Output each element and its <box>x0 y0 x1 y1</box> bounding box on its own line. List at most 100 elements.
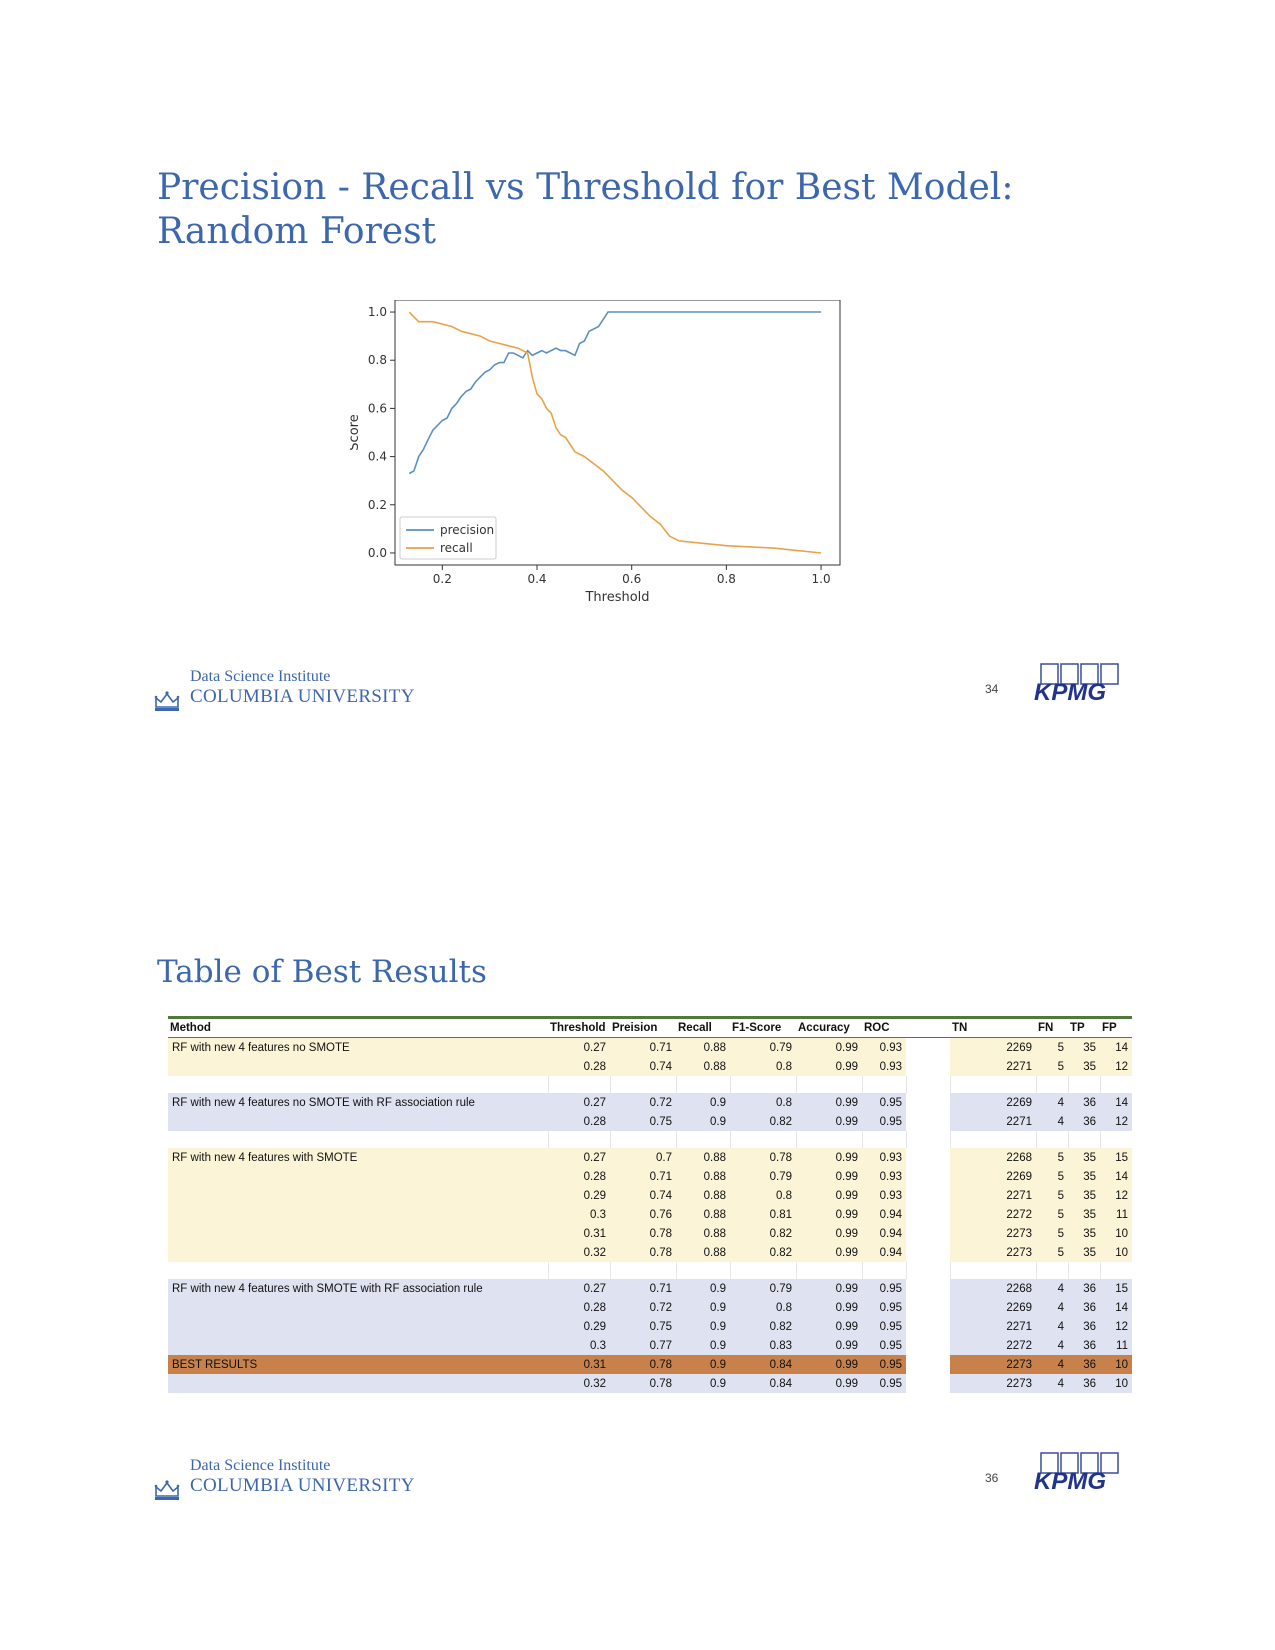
best-results-row: BEST RESULTS 0.31 0.78 0.9 0.84 0.99 0.95 2273 4… <box>168 1355 1132 1374</box>
spacer-cell <box>1035 1131 1068 1148</box>
table-cell <box>168 1224 548 1243</box>
kpmg-logo: KPMG <box>1034 1452 1119 1495</box>
table-cell: 0.27 <box>548 1093 610 1112</box>
spacer-cell <box>609 1262 676 1279</box>
table-cell: 0.78 <box>610 1224 676 1243</box>
table-cell: 0.9 <box>676 1355 730 1374</box>
table-cell <box>168 1336 548 1355</box>
table-cell <box>906 1298 950 1317</box>
table-cell <box>906 1093 950 1112</box>
table-cell: 0.95 <box>862 1112 906 1131</box>
table-cell: 0.99 <box>796 1112 862 1131</box>
table-cell: 12 <box>1100 1186 1132 1205</box>
table-cell <box>168 1317 548 1336</box>
table-cell: 0.83 <box>730 1336 796 1355</box>
table-cell: RF with new 4 features no SMOTE <box>168 1037 548 1057</box>
table-cell: 0.88 <box>676 1167 730 1186</box>
table-cell: 12 <box>1100 1112 1132 1131</box>
table-cell: 0.93 <box>862 1037 906 1057</box>
y-tick-label: 0.8 <box>368 353 387 367</box>
col-header-6: ROC <box>862 1016 906 1038</box>
table-cell: 2269 <box>950 1167 1036 1186</box>
spacer-cell <box>905 1131 950 1148</box>
table-cell: 0.82 <box>730 1224 796 1243</box>
spacer-cell <box>795 1131 862 1148</box>
table-cell: 0.8 <box>730 1093 796 1112</box>
table-cell: 0.27 <box>548 1037 610 1057</box>
table-cell: 0.84 <box>730 1374 796 1393</box>
table-cell: 0.88 <box>676 1224 730 1243</box>
table-cell <box>168 1167 548 1186</box>
series-line-recall <box>408 311 822 554</box>
table-cell: 0.82 <box>730 1317 796 1336</box>
table-cell: 12 <box>1100 1317 1132 1336</box>
col-header-9: FN <box>1036 1016 1068 1038</box>
table-cell: 2273 <box>950 1243 1036 1262</box>
spacer-cell <box>609 1131 676 1148</box>
table-cell: 5 <box>1036 1224 1068 1243</box>
table-cell: 0.71 <box>610 1167 676 1186</box>
table-cell: 4 <box>1036 1355 1068 1374</box>
table-cell: 0.99 <box>796 1374 862 1393</box>
table-cell: 0.78 <box>610 1355 676 1374</box>
table-cell: 0.78 <box>610 1374 676 1393</box>
chart-slide-title: Precision - Recall vs Threshold for Best… <box>157 166 1013 254</box>
table-cell: 0.82 <box>730 1243 796 1262</box>
table-cell: 35 <box>1068 1167 1100 1186</box>
y-tick-label: 0.0 <box>368 546 387 560</box>
y-tick-label: 0.2 <box>368 498 387 512</box>
spacer-cell <box>729 1131 796 1148</box>
table-cell: 0.95 <box>862 1336 906 1355</box>
table-cell: 0.79 <box>730 1037 796 1057</box>
slide-footer-1: Data Science Institute COLUMBIA UNIVERSI… <box>153 663 1123 728</box>
table-cell: 2271 <box>950 1057 1036 1076</box>
table-cell: 0.94 <box>862 1243 906 1262</box>
table-cell <box>168 1205 548 1224</box>
table-header-row: Method Threshold Preision Recall F1-Score Acc… <box>168 1016 1132 1038</box>
table-cell <box>906 1186 950 1205</box>
table-row: 0.31 0.78 0.88 0.82 0.99 0.94 2273 5 35 10 <box>168 1224 1132 1243</box>
table-cell: 0.9 <box>676 1336 730 1355</box>
table-cell: 2268 <box>950 1148 1036 1167</box>
table-cell: 0.3 <box>548 1205 610 1224</box>
table-row: RF with new 4 features with SMOTE with R… <box>168 1279 1132 1298</box>
table-cell: 0.32 <box>548 1243 610 1262</box>
table-cell: 0.99 <box>796 1037 862 1057</box>
table-cell: 2271 <box>950 1186 1036 1205</box>
col-header-1: Threshold <box>548 1016 610 1038</box>
table-cell: 0.72 <box>610 1093 676 1112</box>
table-cell: 5 <box>1036 1037 1068 1057</box>
columbia-crown-icon <box>154 1480 180 1500</box>
columbia-crown-icon <box>154 691 180 711</box>
table-cell: 35 <box>1068 1186 1100 1205</box>
spacer-cell <box>168 1076 548 1093</box>
col-header-4: F1-Score <box>730 1016 796 1038</box>
table-cell: 0.88 <box>676 1205 730 1224</box>
table-cell: 5 <box>1036 1148 1068 1167</box>
table-cell <box>168 1057 548 1076</box>
table-cell: 2273 <box>950 1355 1036 1374</box>
spacer-cell <box>729 1076 796 1093</box>
spacer-cell <box>861 1076 906 1093</box>
table-row: 0.28 0.71 0.88 0.79 0.99 0.93 2269 5 35 14 <box>168 1167 1132 1186</box>
table-cell: 36 <box>1068 1112 1100 1131</box>
table-cell: 0.88 <box>676 1037 730 1057</box>
table-cell <box>168 1374 548 1393</box>
group-spacer <box>168 1076 1132 1093</box>
table-cell: 36 <box>1068 1336 1100 1355</box>
spacer-cell <box>905 1076 950 1093</box>
table-cell: 0.28 <box>548 1112 610 1131</box>
table-cell: 0.9 <box>676 1112 730 1131</box>
precision-recall-svg: 0.2 0.4 0.6 0.8 1.0 0.0 0.2 0.4 0.6 0.8 1.0 Thresho… <box>347 299 841 605</box>
table-cell: 2272 <box>950 1336 1036 1355</box>
table-cell: 0.74 <box>610 1057 676 1076</box>
table-cell: 0.9 <box>676 1279 730 1298</box>
table-cell: 0.9 <box>676 1093 730 1112</box>
y-tick-label: 0.4 <box>368 450 387 464</box>
table-row: 0.28 0.72 0.9 0.8 0.99 0.95 2269 4 36 14 <box>168 1298 1132 1317</box>
university-name: COLUMBIA UNIVERSITY <box>190 1475 415 1496</box>
spacer-cell <box>547 1262 610 1279</box>
title-line-1: Precision - Recall vs Threshold for Best… <box>157 167 1014 208</box>
table-cell: RF with new 4 features with SMOTE <box>168 1148 548 1167</box>
spacer-cell <box>675 1262 730 1279</box>
